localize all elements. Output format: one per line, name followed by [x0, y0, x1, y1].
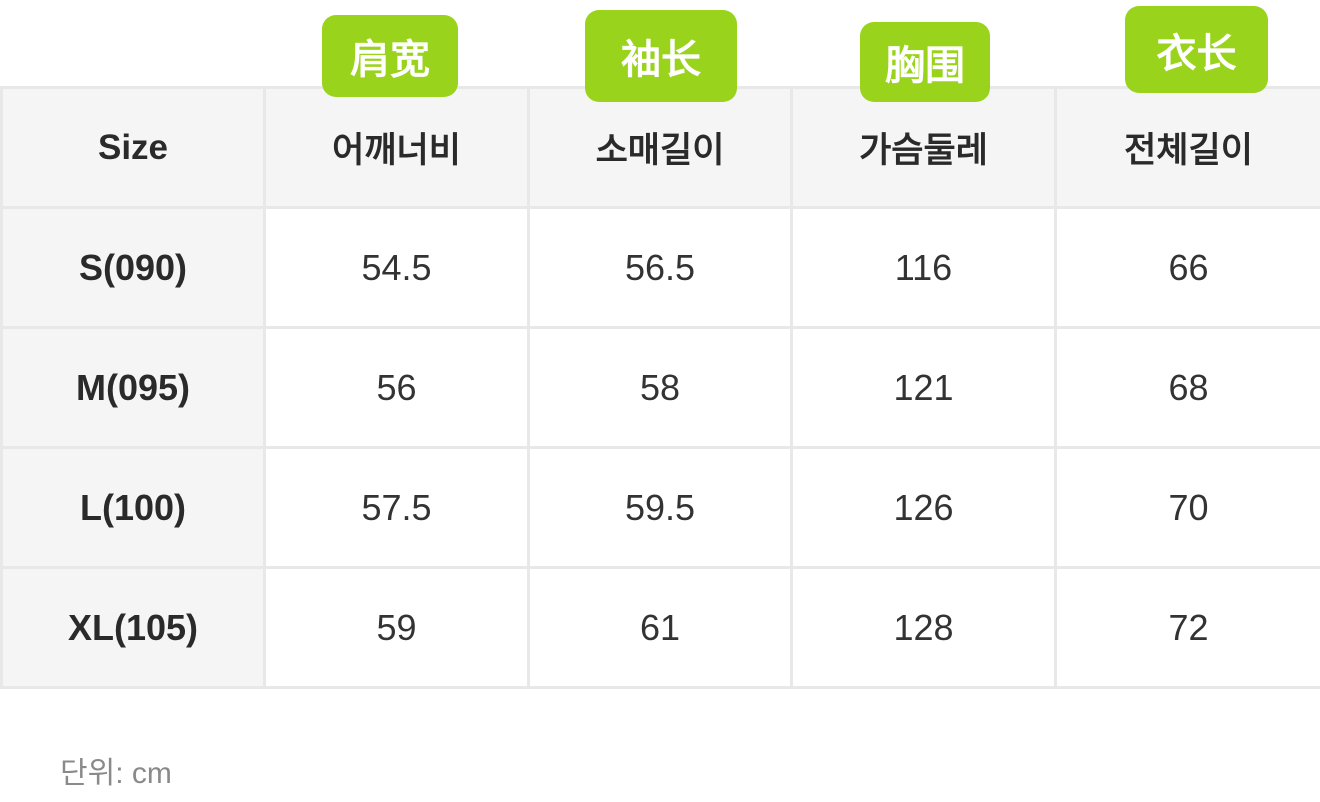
- badge-sleeve: 袖长: [585, 10, 737, 102]
- value-cell: 72: [1054, 566, 1320, 689]
- table-row: L(100) 57.5 59.5 126 70: [0, 446, 1320, 569]
- value-cell: 128: [790, 566, 1057, 689]
- header-size: Size: [0, 86, 266, 209]
- value-cell: 70: [1054, 446, 1320, 569]
- badge-chest: 胸围: [860, 22, 990, 102]
- size-cell: M(095): [0, 326, 266, 449]
- size-cell: S(090): [0, 206, 266, 329]
- header-chest: 가슴둘레: [790, 86, 1057, 209]
- table-header-row: Size 어깨너비 소매길이 가슴둘레 전체길이: [0, 86, 1320, 209]
- value-cell: 56: [263, 326, 530, 449]
- header-length: 전체길이: [1054, 86, 1320, 209]
- value-cell: 121: [790, 326, 1057, 449]
- value-cell: 126: [790, 446, 1057, 569]
- size-cell: L(100): [0, 446, 266, 569]
- value-cell: 54.5: [263, 206, 530, 329]
- size-cell: XL(105): [0, 566, 266, 689]
- unit-note: 단위: cm: [60, 757, 172, 790]
- value-cell: 61: [527, 566, 793, 689]
- value-cell: 58: [527, 326, 793, 449]
- badge-shoulder: 肩宽: [322, 15, 458, 97]
- value-cell: 57.5: [263, 446, 530, 569]
- value-cell: 66: [1054, 206, 1320, 329]
- table-row: XL(105) 59 61 128 72: [0, 566, 1320, 689]
- table-row: S(090) 54.5 56.5 116 66: [0, 206, 1320, 329]
- value-cell: 59: [263, 566, 530, 689]
- value-cell: 56.5: [527, 206, 793, 329]
- value-cell: 59.5: [527, 446, 793, 569]
- value-cell: 116: [790, 206, 1057, 329]
- size-table: Size 어깨너비 소매길이 가슴둘레 전체길이 S(090) 54.5 56.…: [0, 86, 1320, 689]
- header-shoulder: 어깨너비: [263, 86, 530, 209]
- header-sleeve: 소매길이: [527, 86, 793, 209]
- badge-length: 衣长: [1125, 6, 1268, 93]
- table-row: M(095) 56 58 121 68: [0, 326, 1320, 449]
- value-cell: 68: [1054, 326, 1320, 449]
